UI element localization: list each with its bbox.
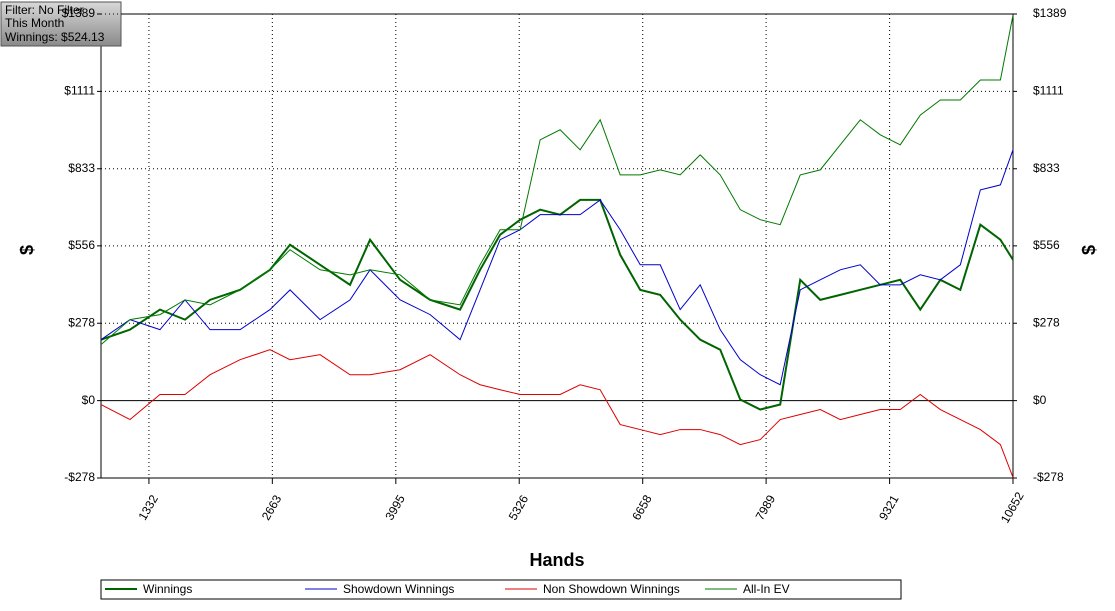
x-tick-label: 6658 <box>629 492 655 522</box>
filter-text: Filter: No Filter <box>5 3 84 17</box>
series-line <box>100 349 1014 478</box>
y2-tick-label: $833 <box>1033 161 1060 175</box>
y2-axis-label: $ <box>1079 245 1099 255</box>
legend-label: Non Showdown Winnings <box>543 582 680 596</box>
y-tick-label: -$278 <box>64 470 95 484</box>
y-tick-label: $833 <box>68 161 95 175</box>
legend-label: Winnings <box>143 582 192 596</box>
x-tick-label: 1332 <box>135 492 161 522</box>
series-line <box>100 198 1014 411</box>
y-tick-label: $278 <box>68 315 95 329</box>
y-axis-label: $ <box>17 245 37 255</box>
x-tick-label: 10652 <box>998 489 1027 525</box>
y-tick-label: $1389 <box>62 6 96 20</box>
filter-text: Winnings: $524.13 <box>5 30 105 44</box>
y2-tick-label: $556 <box>1033 238 1060 252</box>
x-tick-label: 2663 <box>259 492 285 522</box>
legend <box>100 579 902 600</box>
x-axis-label: Hands <box>529 550 584 570</box>
y2-tick-label: $278 <box>1033 315 1060 329</box>
y-tick-label: $1111 <box>64 84 95 98</box>
x-tick-label: 9321 <box>876 492 902 522</box>
x-tick-label: 5326 <box>506 492 532 522</box>
y-tick-label: $0 <box>82 393 96 407</box>
filter-text: This Month <box>5 16 64 30</box>
y-tick-label: $556 <box>68 238 95 252</box>
legend-label: All-In EV <box>743 582 790 596</box>
filter-box <box>0 1 122 47</box>
y2-tick-label: $1111 <box>1033 84 1064 98</box>
series-line <box>100 149 1014 386</box>
y2-tick-label: -$278 <box>1033 470 1064 484</box>
legend-label: Showdown Winnings <box>343 582 454 596</box>
x-tick-label: 3995 <box>382 492 408 522</box>
x-tick-label: 7989 <box>753 492 779 522</box>
y2-tick-label: $0 <box>1033 393 1047 407</box>
y2-tick-label: $1389 <box>1033 6 1067 20</box>
series-line <box>100 15 1014 346</box>
